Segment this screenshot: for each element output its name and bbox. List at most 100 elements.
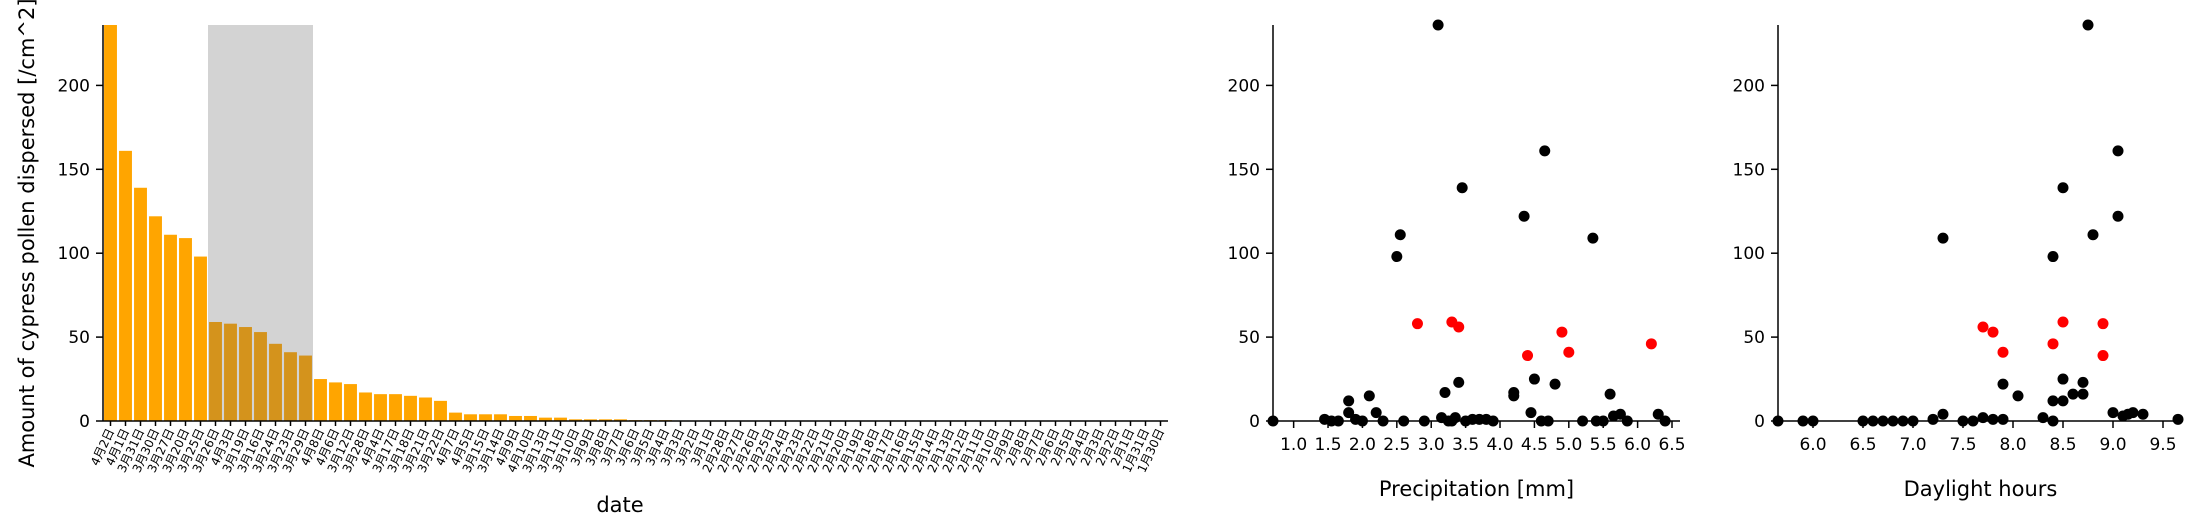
scatter-point xyxy=(1797,415,1809,427)
bar xyxy=(374,394,387,421)
scatter-point xyxy=(1449,412,1461,424)
scatter-point xyxy=(1343,395,1355,407)
x-tick-label: 7.0 xyxy=(1899,435,1926,455)
scatter-point xyxy=(2047,251,2059,263)
bar xyxy=(149,216,162,421)
scatter-point xyxy=(2047,338,2059,350)
scatter-point xyxy=(1659,415,1671,427)
scatter-point xyxy=(1542,415,1554,427)
bar xyxy=(299,355,312,421)
scatter-point xyxy=(1343,407,1355,419)
x-tick-label: 4.0 xyxy=(1486,435,1513,455)
bar xyxy=(389,394,402,421)
bar xyxy=(434,400,447,421)
x-tick-label: 8.0 xyxy=(1999,435,2026,455)
bar xyxy=(539,417,552,421)
x-tick-label: 6.5 xyxy=(1849,435,1876,455)
bar xyxy=(494,414,507,421)
scatter-point xyxy=(1539,145,1551,157)
x-tick-label: 5.0 xyxy=(1555,435,1582,455)
x-tick-label: 6.5 xyxy=(1658,435,1685,455)
bar xyxy=(524,415,537,421)
bar xyxy=(329,382,342,421)
scatter-point xyxy=(2087,229,2099,241)
scatter-point xyxy=(1563,346,1575,358)
y-tick-label: 150 xyxy=(58,160,90,180)
y-tick-label: 50 xyxy=(68,328,90,348)
scatter-point xyxy=(1394,229,1406,241)
y-tick-label: 100 xyxy=(1228,244,1260,264)
scatter-point xyxy=(1937,232,1949,244)
scatter-point xyxy=(1508,386,1520,398)
x-tick-label: 6.0 xyxy=(1799,435,1826,455)
scatter-point xyxy=(1370,407,1382,419)
bar xyxy=(209,322,222,421)
scatter-point xyxy=(1927,413,1939,425)
scatter-point xyxy=(1439,386,1451,398)
bar xyxy=(344,384,357,421)
scatter-point xyxy=(1549,378,1561,390)
scatter-point xyxy=(2107,407,2119,419)
scatter-point xyxy=(2112,210,2124,222)
bar xyxy=(584,419,597,421)
scatter-point xyxy=(1987,413,1999,425)
scatter-point xyxy=(1356,415,1368,427)
y-tick-label: 200 xyxy=(1228,76,1260,96)
scatter-point xyxy=(1556,326,1568,338)
y-tick-label: 0 xyxy=(79,412,90,432)
scatter-point xyxy=(2057,182,2069,194)
x-tick-label: 3.5 xyxy=(1452,435,1479,455)
y-tick-label: 200 xyxy=(58,76,90,96)
scatter-point xyxy=(1597,415,1609,427)
bar xyxy=(449,412,462,421)
x-tick-label: 1.5 xyxy=(1315,435,1342,455)
y-axis-title: Amount of cypress pollen dispersed [/cm^… xyxy=(15,0,39,468)
scatter-point xyxy=(2077,388,2089,400)
scatter-point xyxy=(1577,415,1589,427)
scatter-point xyxy=(2172,413,2184,425)
y-tick-label: 100 xyxy=(58,244,90,264)
scatter-point xyxy=(1997,413,2009,425)
bar xyxy=(479,414,492,421)
x-tick-label: 7.5 xyxy=(1949,435,1976,455)
scatter-point xyxy=(2112,145,2124,157)
scatter-point xyxy=(1887,415,1899,427)
scatter-point xyxy=(2097,350,2109,362)
scatter-point xyxy=(1621,415,1633,427)
bar xyxy=(269,343,282,421)
bar xyxy=(314,379,327,421)
scatter-point xyxy=(2012,390,2024,402)
scatter-point xyxy=(1867,415,1879,427)
bar xyxy=(359,392,372,421)
scatter-point xyxy=(1456,182,1468,194)
scatter-point xyxy=(1453,376,1465,388)
scatter-point xyxy=(2077,376,2089,388)
bar xyxy=(194,256,207,421)
scatter-point xyxy=(1398,415,1410,427)
x-tick-label: 6.0 xyxy=(1624,435,1651,455)
y-tick-label: 150 xyxy=(1733,160,1765,180)
x-tick-label: 9.5 xyxy=(2149,435,2176,455)
scatter-point xyxy=(1977,321,1989,333)
bar xyxy=(404,395,417,421)
scatter-point xyxy=(1453,321,1465,333)
y-tick-label: 0 xyxy=(1249,412,1260,432)
bar xyxy=(179,238,192,421)
x-tick-label: 9.0 xyxy=(2099,435,2126,455)
scatter-point xyxy=(1418,415,1430,427)
scatter-point xyxy=(1525,407,1537,419)
bar xyxy=(509,415,522,421)
scatter-point xyxy=(1967,415,1979,427)
bar xyxy=(164,234,177,421)
scatter-point xyxy=(2082,19,2094,31)
y-tick-label: 50 xyxy=(1238,328,1260,348)
precipitation-scatter-panel: 0 50 100 150 200 1.0 1.5 2.0 2.5 3.0 3.5 4.0 4.5 5.0 5… xyxy=(1228,19,1686,501)
scatter-point xyxy=(2047,395,2059,407)
scatter-point xyxy=(1391,251,1403,263)
scatter-point xyxy=(1614,408,1626,420)
bar xyxy=(134,187,147,421)
scatter-point xyxy=(1645,338,1657,350)
scatter-point xyxy=(1604,388,1616,400)
x-tick-label: 3.0 xyxy=(1418,435,1445,455)
x-tick-label: 8.5 xyxy=(2049,435,2076,455)
